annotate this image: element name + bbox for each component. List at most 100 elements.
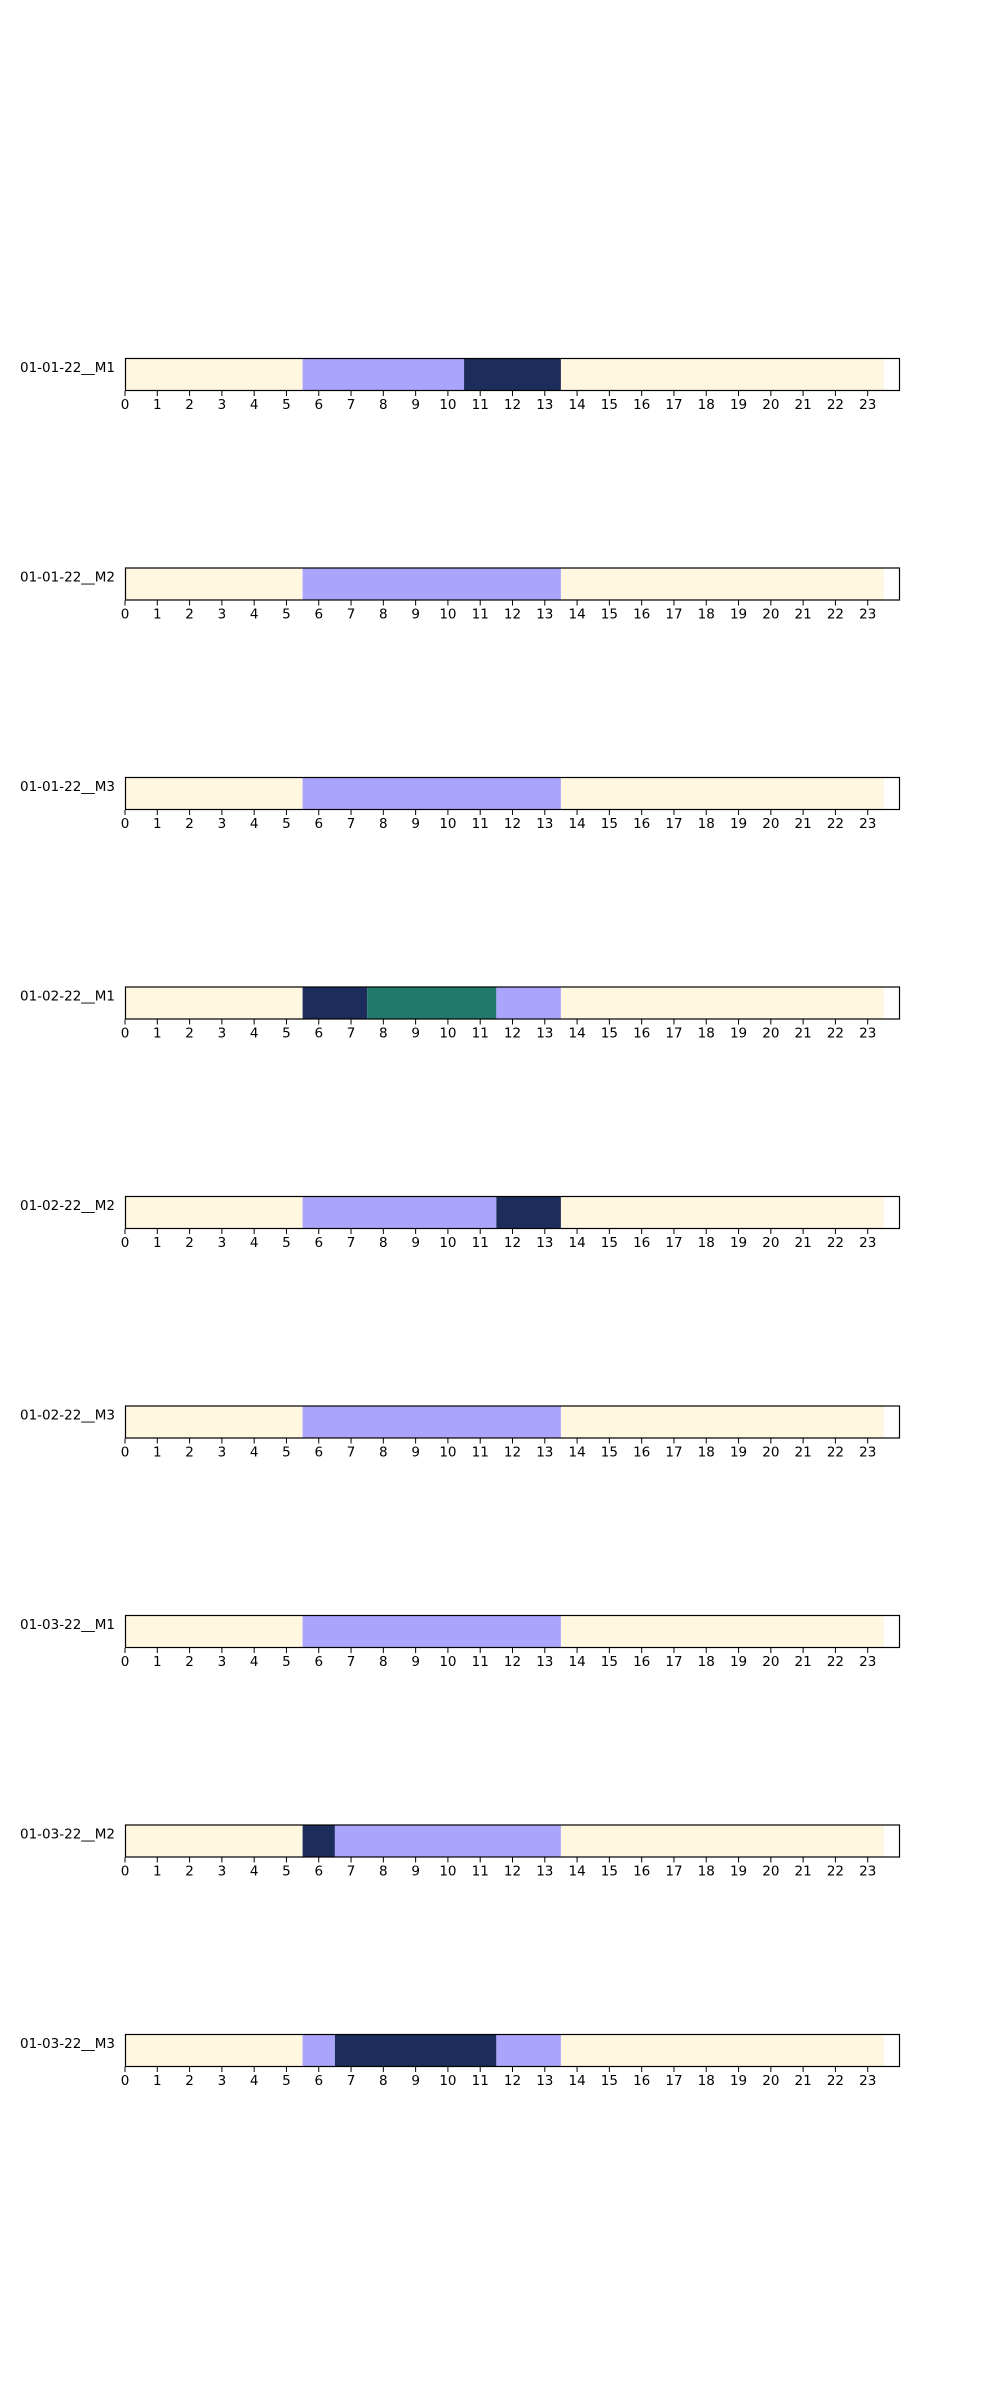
x-tick-label: 14 — [568, 1864, 585, 1880]
x-tick-label: 6 — [314, 1445, 323, 1461]
x-tick-label: 11 — [472, 1235, 489, 1251]
x-tick-label: 11 — [472, 816, 489, 832]
x-tick-label: 23 — [859, 397, 876, 413]
timeline-segment — [302, 1196, 497, 1229]
x-tick-label: 12 — [504, 607, 521, 623]
timeline-segment — [302, 1615, 561, 1648]
x-tick-label: 9 — [411, 397, 420, 413]
x-tick-label: 10 — [439, 1026, 456, 1042]
x-tick-label: 12 — [504, 1654, 521, 1670]
x-tick-label: 14 — [568, 1445, 585, 1461]
x-tick-label: 6 — [314, 1654, 323, 1670]
timeline-segment — [125, 1405, 303, 1439]
x-tick-label: 12 — [504, 1445, 521, 1461]
x-tick-label: 10 — [439, 1654, 456, 1670]
x-tick-label: 16 — [633, 816, 650, 832]
timeline-row: 01-03-22__M10 1 2 3 4 5 6 7 8 9 10 11 12 13 14 15 16 17 18… — [20, 1614, 901, 1670]
x-tick-label: 20 — [762, 2073, 779, 2089]
timeline-segment — [560, 358, 884, 391]
row-label: 01-02-22__M2 — [20, 1198, 115, 1214]
x-tick-label: 17 — [665, 1026, 682, 1042]
x-tick-label: 8 — [379, 2073, 388, 2089]
x-tick-label: 12 — [504, 1026, 521, 1042]
x-tick-label: 21 — [795, 1864, 812, 1880]
timeline-segment — [367, 986, 497, 1020]
timeline-segment — [302, 567, 561, 601]
x-tick-label: 17 — [665, 397, 682, 413]
timeline-segment — [464, 358, 561, 391]
x-tick-label: 4 — [250, 607, 259, 623]
x-tick-label: 13 — [536, 1235, 553, 1251]
x-tick-label: 2 — [185, 607, 194, 623]
x-tick-label: 23 — [859, 1445, 876, 1461]
x-tick-label: 23 — [859, 2073, 876, 2089]
x-tick-label: 7 — [347, 1864, 356, 1880]
x-tick-label: 17 — [665, 1654, 682, 1670]
x-tick-label: 4 — [250, 1654, 259, 1670]
row-label: 01-02-22__M3 — [20, 1408, 115, 1424]
x-tick-label: 15 — [601, 816, 618, 832]
x-tick-label: 14 — [568, 1026, 585, 1042]
x-tick-label: 21 — [795, 397, 812, 413]
x-tick-label: 22 — [827, 1235, 844, 1251]
x-tick-label: 9 — [411, 607, 420, 623]
x-tick-label: 13 — [536, 1864, 553, 1880]
x-tick-label: 19 — [730, 1864, 747, 1880]
x-tick-label: 10 — [439, 397, 456, 413]
x-tick-label: 21 — [795, 2073, 812, 2089]
x-tick-label: 4 — [250, 1026, 259, 1042]
x-tick-label: 6 — [314, 1235, 323, 1251]
row-label: 01-01-22__M1 — [20, 360, 115, 376]
timeline-segment — [125, 1615, 303, 1648]
x-tick-label: 7 — [347, 1235, 356, 1251]
x-tick-label: 8 — [379, 1235, 388, 1251]
x-tick-label: 11 — [472, 397, 489, 413]
x-tick-label: 5 — [282, 2073, 291, 2089]
x-tick-label: 0 — [121, 2073, 130, 2089]
x-tick-label: 15 — [601, 1864, 618, 1880]
x-tick-label: 19 — [730, 1235, 747, 1251]
x-tick-label: 19 — [730, 607, 747, 623]
x-tick-label: 15 — [601, 1235, 618, 1251]
x-tick-label: 19 — [730, 397, 747, 413]
timeline-segment — [560, 1196, 884, 1229]
row-label: 01-03-22__M1 — [20, 1617, 115, 1633]
x-tick-label: 10 — [439, 1864, 456, 1880]
x-tick-label: 10 — [439, 607, 456, 623]
x-tick-label: 18 — [698, 1026, 715, 1042]
x-tick-label: 13 — [536, 1654, 553, 1670]
x-tick-label: 21 — [795, 1445, 812, 1461]
x-tick-label: 18 — [698, 816, 715, 832]
x-tick-label: 2 — [185, 1026, 194, 1042]
x-tick-label: 8 — [379, 1026, 388, 1042]
x-tick-label: 21 — [795, 1654, 812, 1670]
timeline-segment — [302, 986, 368, 1020]
x-tick-label: 5 — [282, 1654, 291, 1670]
x-tick-label: 18 — [698, 1864, 715, 1880]
x-tick-label: 19 — [730, 1445, 747, 1461]
x-tick-label: 3 — [218, 2073, 227, 2089]
row-label: 01-01-22__M2 — [20, 570, 115, 586]
x-tick-label: 8 — [379, 1654, 388, 1670]
timeline-row: 01-02-22__M30 1 2 3 4 5 6 7 8 9 10 11 12 13 14 15 16 17 18… — [20, 1405, 901, 1461]
x-tick-label: 14 — [568, 1235, 585, 1251]
timeline-segment — [302, 358, 465, 391]
timeline-segment — [496, 2034, 561, 2067]
timeline-segment — [302, 2034, 335, 2067]
x-tick-label: 19 — [730, 2073, 747, 2089]
x-tick-label: 22 — [827, 1864, 844, 1880]
x-tick-label: 2 — [185, 1864, 194, 1880]
x-tick-label: 12 — [504, 1864, 521, 1880]
x-tick-label: 16 — [633, 397, 650, 413]
x-tick-label: 20 — [762, 397, 779, 413]
x-tick-label: 23 — [859, 1654, 876, 1670]
x-tick-label: 16 — [633, 2073, 650, 2089]
x-tick-label: 1 — [153, 2073, 162, 2089]
x-tick-label: 14 — [568, 397, 585, 413]
x-tick-label: 13 — [536, 1445, 553, 1461]
x-tick-label: 5 — [282, 1864, 291, 1880]
timeline-segment — [125, 986, 303, 1020]
x-tick-label: 21 — [795, 607, 812, 623]
x-tick-label: 8 — [379, 607, 388, 623]
x-tick-label: 22 — [827, 1445, 844, 1461]
